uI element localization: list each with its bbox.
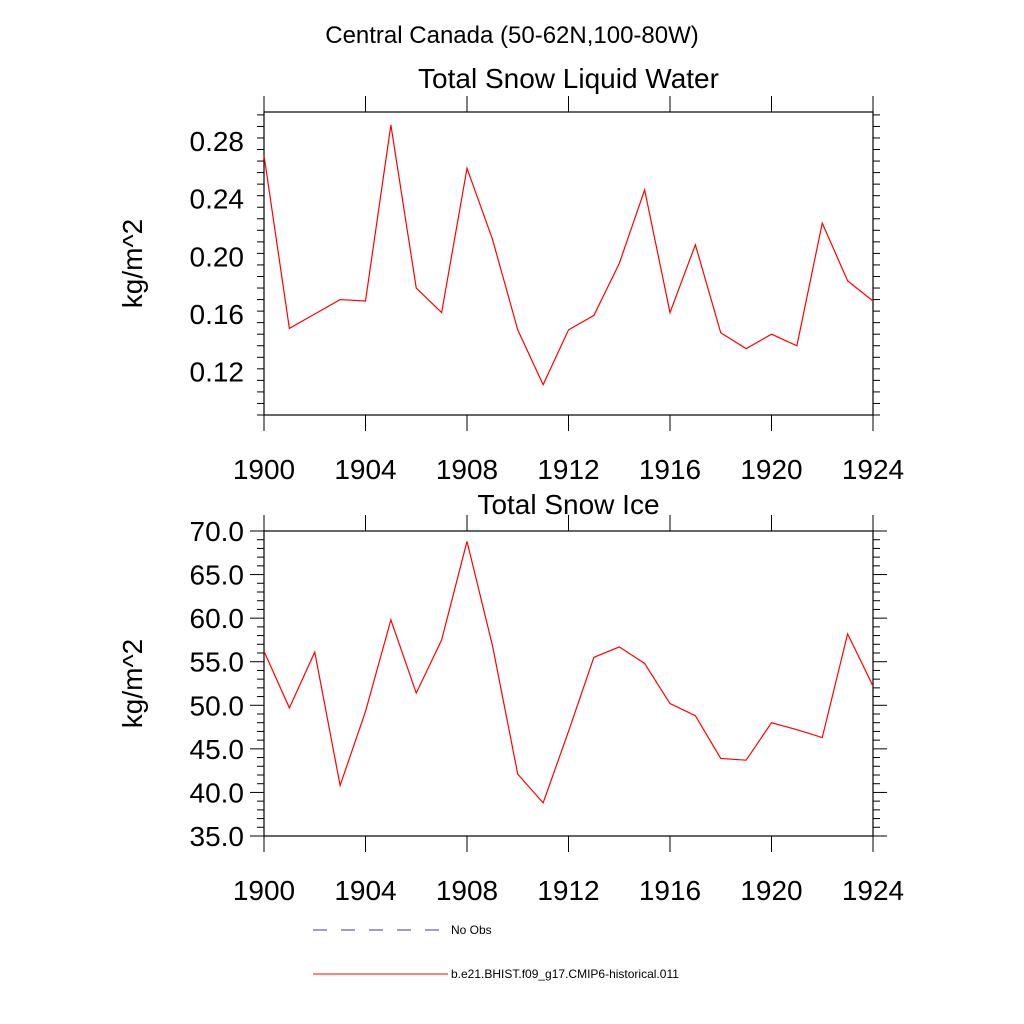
x-tick-label: 1900 (233, 454, 295, 485)
y-tick-label: 50.0 (190, 690, 245, 721)
x-tick-label: 1908 (436, 454, 498, 485)
y-axis-label: kg/m^2 (117, 219, 148, 308)
x-tick-label: 1900 (233, 875, 295, 906)
series-line (263, 124, 874, 387)
y-tick-label: 35.0 (190, 821, 245, 852)
y-axis-label: kg/m^2 (117, 639, 148, 728)
x-tick-label: 1904 (334, 454, 396, 485)
x-tick-label: 1920 (740, 875, 802, 906)
x-tick-label: 1924 (842, 875, 904, 906)
y-tick-label: 0.16 (190, 299, 245, 330)
y-tick-label: 65.0 (190, 560, 245, 591)
legend-label-no-obs: No Obs (451, 923, 492, 937)
plot-frame (263, 530, 874, 837)
y-tick-label: 0.24 (190, 184, 245, 215)
x-tick-label: 1912 (537, 875, 599, 906)
x-tick-label: 1916 (639, 875, 701, 906)
x-tick-label: 1916 (639, 454, 701, 485)
y-tick-label: 45.0 (190, 734, 245, 765)
x-tick-label: 1924 (842, 454, 904, 485)
x-tick-label: 1904 (334, 875, 396, 906)
panel-snow-liquid-water: Total Snow Liquid Water 1900 1904 1908 1912 1… (117, 63, 904, 485)
legend: No Obs b.e21.BHIST.f09_g17.CMIP6-histori… (313, 923, 679, 981)
x-tick-label: 1920 (740, 454, 802, 485)
plot-frame (263, 111, 874, 416)
x-tick-label: 1912 (537, 454, 599, 485)
panel-title: Total Snow Ice (477, 489, 659, 520)
panel-snow-ice: Total Snow Ice 1900 1904 1908 1912 1916 1920 19… (117, 489, 904, 906)
figure-title: Central Canada (50-62N,100-80W) (325, 22, 699, 49)
panel-title: Total Snow Liquid Water (418, 63, 719, 94)
series-line (263, 541, 874, 805)
legend-label-model: b.e21.BHIST.f09_g17.CMIP6-historical.011 (451, 967, 679, 981)
y-tick-label: 55.0 (190, 647, 245, 678)
y-tick-label: 0.28 (190, 126, 245, 157)
y-tick-label: 40.0 (190, 777, 245, 808)
y-tick-label: 60.0 (190, 603, 245, 634)
x-tick-label: 1908 (436, 875, 498, 906)
y-tick-label: 70.0 (190, 516, 245, 547)
y-tick-label: 0.12 (190, 357, 245, 388)
y-tick-label: 0.20 (190, 241, 245, 272)
